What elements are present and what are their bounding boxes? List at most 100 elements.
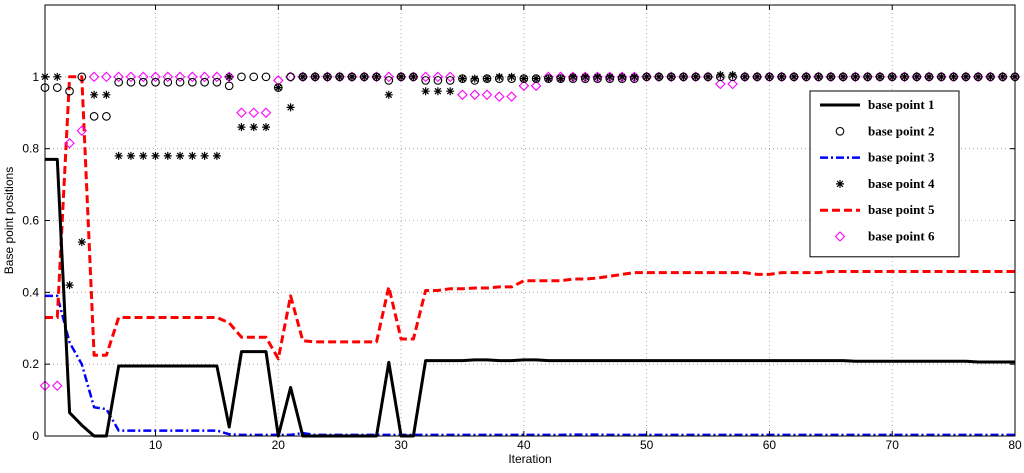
series-2-point — [777, 72, 787, 82]
series-2-point — [789, 72, 799, 82]
series-6-point — [248, 107, 260, 119]
series-6-point — [199, 71, 210, 83]
series-2-point — [580, 74, 590, 83]
series-6-point — [297, 71, 309, 83]
series-2-point — [924, 72, 934, 82]
series-6-point — [88, 71, 100, 83]
series-6-point — [469, 89, 481, 101]
series-2-point — [568, 74, 578, 83]
series-2-point — [544, 74, 553, 83]
legend-label-4: base point 4 — [868, 176, 935, 191]
series-2-point — [151, 77, 160, 87]
series-2-point — [494, 74, 504, 83]
legend-label-5: base point 5 — [868, 202, 935, 217]
series-6-point — [236, 107, 247, 119]
series-6-point — [850, 71, 861, 83]
series-2-point — [900, 72, 909, 82]
series-4-point — [311, 72, 320, 81]
series-2-point — [310, 72, 320, 82]
series-2-point — [249, 72, 259, 82]
series-4-point — [249, 123, 258, 132]
series-6-point — [899, 71, 910, 83]
series-1-line — [45, 157, 1015, 438]
series-4-point — [716, 71, 725, 80]
series-6-point — [260, 107, 272, 119]
series-6-point — [911, 71, 923, 83]
series-4-point — [826, 72, 835, 81]
series-4-point — [740, 72, 749, 81]
series-2-point — [224, 81, 234, 91]
series-6-point — [506, 91, 517, 102]
series-6-point — [530, 80, 542, 92]
series-6-point — [309, 71, 321, 83]
series-4-point — [544, 74, 553, 83]
series-4-point — [777, 72, 786, 81]
series-6-point — [285, 71, 296, 83]
series-2-point — [273, 83, 283, 92]
series-2-point — [507, 74, 516, 83]
series-4-point — [667, 72, 676, 81]
y-tick-label: 0.2 — [22, 357, 39, 371]
series-2-point — [187, 77, 197, 87]
series-6-point — [322, 71, 333, 83]
series-6-point — [174, 71, 186, 83]
series-4-point — [507, 72, 516, 81]
series-6-point — [604, 71, 616, 83]
series-2-point — [863, 72, 873, 82]
series-6-point — [997, 71, 1008, 83]
series-2-point — [851, 72, 860, 82]
series-4-point — [458, 74, 467, 83]
series-4-point — [875, 72, 884, 81]
series-6-point — [64, 138, 75, 149]
series-6-point — [481, 89, 493, 101]
series-2-point — [642, 72, 651, 82]
series-4-point — [654, 72, 663, 81]
series-4-point — [163, 151, 172, 160]
series-6 — [39, 71, 1021, 391]
series-6-point — [371, 71, 382, 83]
series-4-point — [188, 151, 197, 160]
series-4-point — [335, 72, 344, 81]
series-2-point — [814, 72, 823, 82]
series-6-point — [76, 125, 88, 136]
series-6-point — [874, 71, 886, 83]
series-4-point — [937, 72, 946, 81]
legend-swatch-2 — [835, 126, 845, 136]
y-tick-label: 0.8 — [22, 142, 39, 156]
series-4-point — [814, 72, 823, 81]
series-2-point — [875, 72, 885, 82]
legend-swatch-6 — [834, 231, 846, 242]
axis-ticks: 10 20 30 40 50 60 70 80 0 0.2 0.4 0.6 0.8 1 — [22, 5, 1022, 452]
series-6-point — [653, 71, 665, 83]
series-2-point — [519, 74, 529, 83]
series-6-point — [408, 71, 419, 83]
series-2-point — [715, 72, 725, 82]
series-4-point — [630, 72, 639, 81]
series-2-point — [703, 72, 713, 82]
series-6-point — [125, 71, 137, 83]
series-4-point — [237, 123, 246, 132]
series-4-point — [262, 123, 271, 132]
series-6-point — [579, 71, 591, 83]
y-tick-label: 0 — [32, 429, 39, 443]
y-tick-label: 1 — [32, 70, 39, 84]
x-tick-label: 50 — [640, 438, 654, 452]
series-5-line — [45, 75, 1015, 361]
series-2-point — [728, 72, 737, 82]
series-4-point — [433, 87, 442, 96]
series-2-point — [556, 74, 566, 83]
series-4-point — [372, 72, 381, 81]
series-2-point — [433, 76, 443, 85]
legend-swatch-4 — [836, 179, 844, 188]
series-1 — [45, 157, 1015, 438]
series-6-point — [629, 71, 640, 83]
series-4-point — [77, 238, 86, 247]
series-6-point — [886, 71, 898, 83]
series-2-point — [384, 76, 394, 85]
series-2-point — [912, 72, 922, 82]
x-tick-label: 30 — [394, 438, 408, 452]
series-2-point — [347, 72, 357, 82]
series-2-point — [961, 72, 971, 82]
series-2-point — [949, 72, 958, 82]
